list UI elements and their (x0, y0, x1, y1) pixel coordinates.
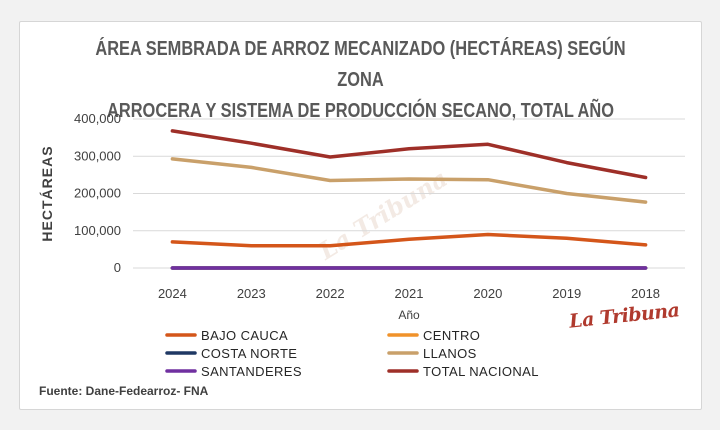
y-tick-label: 300,000 (74, 148, 121, 163)
legend-label: TOTAL NACIONAL (423, 364, 539, 379)
series-line-llanos (170, 157, 648, 204)
legend-item: CENTRO (387, 328, 480, 343)
x-axis-ticks: 2024 2023 2022 2021 2020 2019 2018 (158, 286, 660, 301)
x-tick-label: 2019 (552, 286, 581, 301)
chart-title-line-2: ARROCERA Y SISTEMA DE PRODUCCIÓN SECANO,… (107, 100, 614, 122)
series-lines (170, 129, 648, 270)
legend-label: LLANOS (423, 346, 477, 361)
series-line-bajo-cauca (170, 232, 648, 248)
y-axis-ticks: 0 100,000 200,000 300,000 400,000 (74, 111, 121, 275)
y-tick-label: 0 (114, 260, 121, 275)
legend-label: COSTA NORTE (201, 346, 297, 361)
legend-label: CENTRO (423, 328, 480, 343)
y-tick-label: 200,000 (74, 186, 121, 201)
x-axis-label: Año (398, 308, 420, 322)
y-tick-label: 400,000 (74, 111, 121, 126)
x-tick-label: 2020 (473, 286, 502, 301)
x-tick-label: 2022 (316, 286, 345, 301)
legend-item: SANTANDERES (165, 364, 302, 379)
x-tick-label: 2024 (158, 286, 187, 301)
x-tick-label: 2023 (237, 286, 266, 301)
legend: BAJO CAUCA CENTRO COSTA NORTE LLANOS SANTAND… (165, 328, 539, 379)
legend-item: COSTA NORTE (165, 346, 297, 361)
source-note: Fuente: Dane-Fedearroz- FNA (39, 384, 209, 398)
legend-label: SANTANDERES (201, 364, 302, 379)
chart-title: ÁREA SEMBRADA DE ARROZ MECANIZADO (HECTÁ… (81, 34, 639, 127)
x-tick-label: 2021 (395, 286, 424, 301)
legend-label: BAJO CAUCA (201, 328, 288, 343)
y-tick-label: 100,000 (74, 223, 121, 238)
x-tick-label: 2018 (631, 286, 660, 301)
legend-item: LLANOS (387, 346, 477, 361)
y-axis-label: HECTÁREAS (39, 145, 55, 241)
chart-title-line-1: ÁREA SEMBRADA DE ARROZ MECANIZADO (HECTÁ… (95, 38, 626, 91)
legend-item: BAJO CAUCA (165, 328, 288, 343)
chart-card: ÁREA SEMBRADA DE ARROZ MECANIZADO (HECTÁ… (19, 21, 702, 410)
legend-item: TOTAL NACIONAL (387, 364, 539, 379)
series-line-total-nacional (170, 129, 648, 180)
